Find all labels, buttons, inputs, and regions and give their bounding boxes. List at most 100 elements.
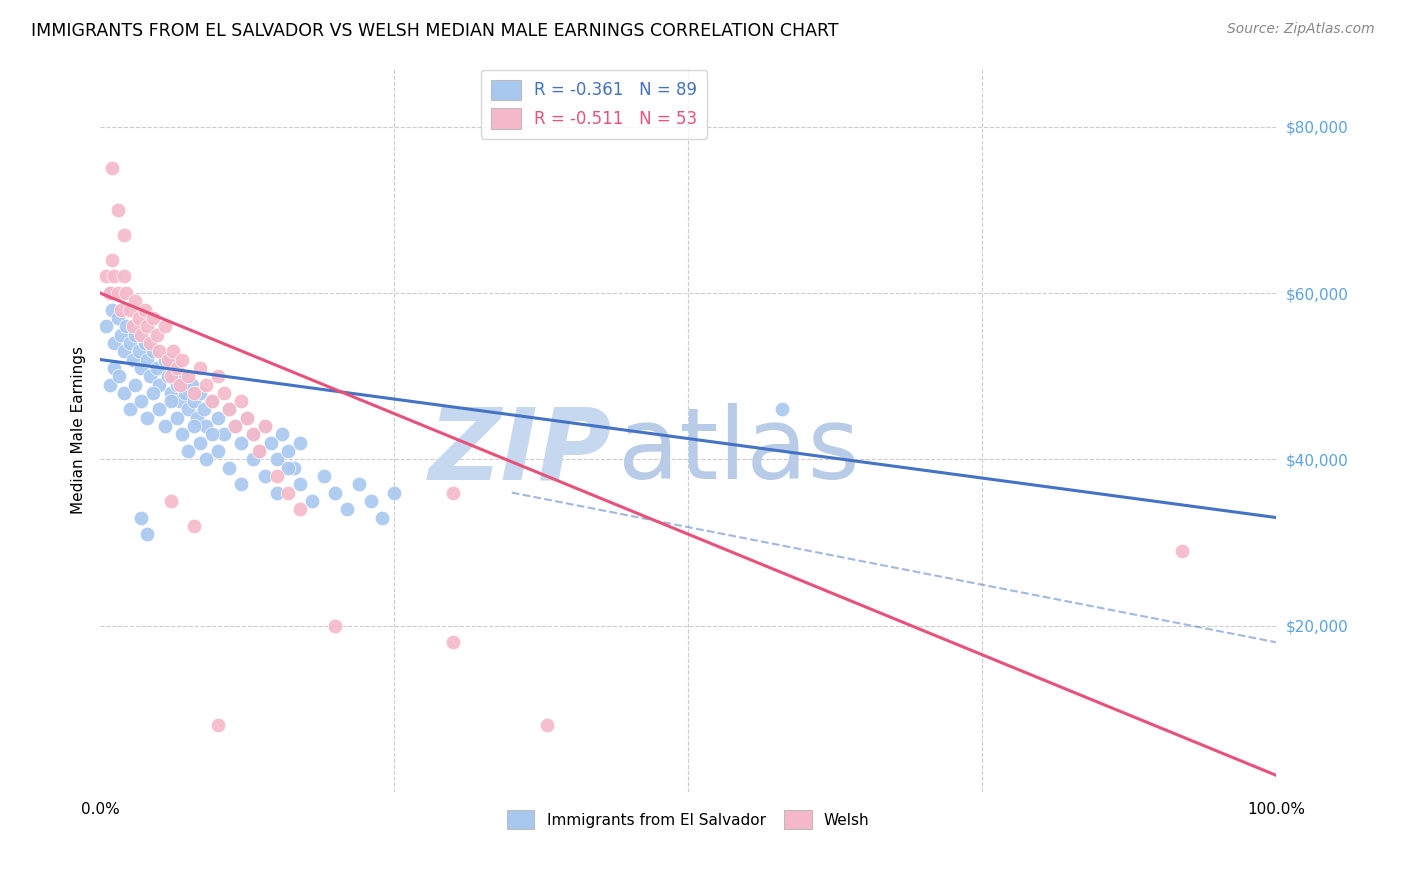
Point <box>224 419 246 434</box>
Point <box>159 394 181 409</box>
Point <box>218 460 240 475</box>
Point <box>271 427 294 442</box>
Point <box>94 319 117 334</box>
Point <box>169 394 191 409</box>
Point <box>112 344 135 359</box>
Point <box>194 452 217 467</box>
Point <box>110 327 132 342</box>
Point <box>266 485 288 500</box>
Point <box>124 377 146 392</box>
Point <box>145 360 167 375</box>
Point <box>207 369 229 384</box>
Point <box>118 302 141 317</box>
Point <box>194 419 217 434</box>
Point <box>371 510 394 524</box>
Point <box>118 335 141 350</box>
Point <box>236 410 259 425</box>
Point <box>247 444 270 458</box>
Point <box>242 427 264 442</box>
Point <box>142 385 165 400</box>
Point <box>115 286 138 301</box>
Point <box>301 494 323 508</box>
Point <box>153 419 176 434</box>
Point <box>201 394 224 409</box>
Point <box>201 427 224 442</box>
Point <box>162 344 184 359</box>
Point <box>124 294 146 309</box>
Point <box>1171 544 1194 558</box>
Point <box>148 377 170 392</box>
Point <box>142 310 165 325</box>
Point <box>166 360 188 375</box>
Point <box>183 419 205 434</box>
Point <box>347 477 370 491</box>
Point <box>172 427 194 442</box>
Point <box>266 452 288 467</box>
Point <box>224 419 246 434</box>
Point <box>148 402 170 417</box>
Point <box>207 718 229 732</box>
Point <box>201 394 224 409</box>
Point <box>325 618 347 632</box>
Point <box>110 302 132 317</box>
Point <box>115 319 138 334</box>
Point <box>162 360 184 375</box>
Point <box>159 385 181 400</box>
Point <box>145 327 167 342</box>
Point <box>136 352 159 367</box>
Legend: Immigrants from El Salvador, Welsh: Immigrants from El Salvador, Welsh <box>501 804 876 835</box>
Point <box>207 444 229 458</box>
Point <box>157 352 180 367</box>
Point <box>136 410 159 425</box>
Point <box>129 327 152 342</box>
Point <box>242 427 264 442</box>
Point <box>283 460 305 475</box>
Point <box>236 410 259 425</box>
Point <box>98 377 121 392</box>
Point <box>360 494 382 508</box>
Point <box>177 444 200 458</box>
Point <box>260 435 283 450</box>
Point <box>107 286 129 301</box>
Point <box>770 402 793 417</box>
Point <box>153 319 176 334</box>
Point <box>312 469 335 483</box>
Point <box>183 385 205 400</box>
Point <box>159 369 181 384</box>
Point <box>218 402 240 417</box>
Point <box>142 344 165 359</box>
Point <box>172 352 194 367</box>
Point <box>177 369 200 384</box>
Point <box>159 494 181 508</box>
Point <box>136 527 159 541</box>
Point <box>441 635 464 649</box>
Point <box>157 369 180 384</box>
Point <box>266 469 288 483</box>
Point <box>94 269 117 284</box>
Point <box>138 369 160 384</box>
Text: atlas: atlas <box>617 403 859 500</box>
Point <box>212 427 235 442</box>
Point <box>288 435 311 450</box>
Text: ZIP: ZIP <box>429 403 612 500</box>
Point <box>129 360 152 375</box>
Point <box>107 202 129 217</box>
Point <box>118 402 141 417</box>
Point <box>103 269 125 284</box>
Point <box>128 310 150 325</box>
Point <box>218 402 240 417</box>
Point <box>207 410 229 425</box>
Point <box>148 344 170 359</box>
Point <box>536 718 558 732</box>
Point <box>173 385 195 400</box>
Point <box>98 286 121 301</box>
Y-axis label: Median Male Earnings: Median Male Earnings <box>72 346 86 515</box>
Point <box>172 369 194 384</box>
Point <box>288 502 311 516</box>
Point <box>124 327 146 342</box>
Point <box>180 377 202 392</box>
Point <box>231 435 253 450</box>
Point <box>231 394 253 409</box>
Text: IMMIGRANTS FROM EL SALVADOR VS WELSH MEDIAN MALE EARNINGS CORRELATION CHART: IMMIGRANTS FROM EL SALVADOR VS WELSH MED… <box>31 22 838 40</box>
Point <box>336 502 359 516</box>
